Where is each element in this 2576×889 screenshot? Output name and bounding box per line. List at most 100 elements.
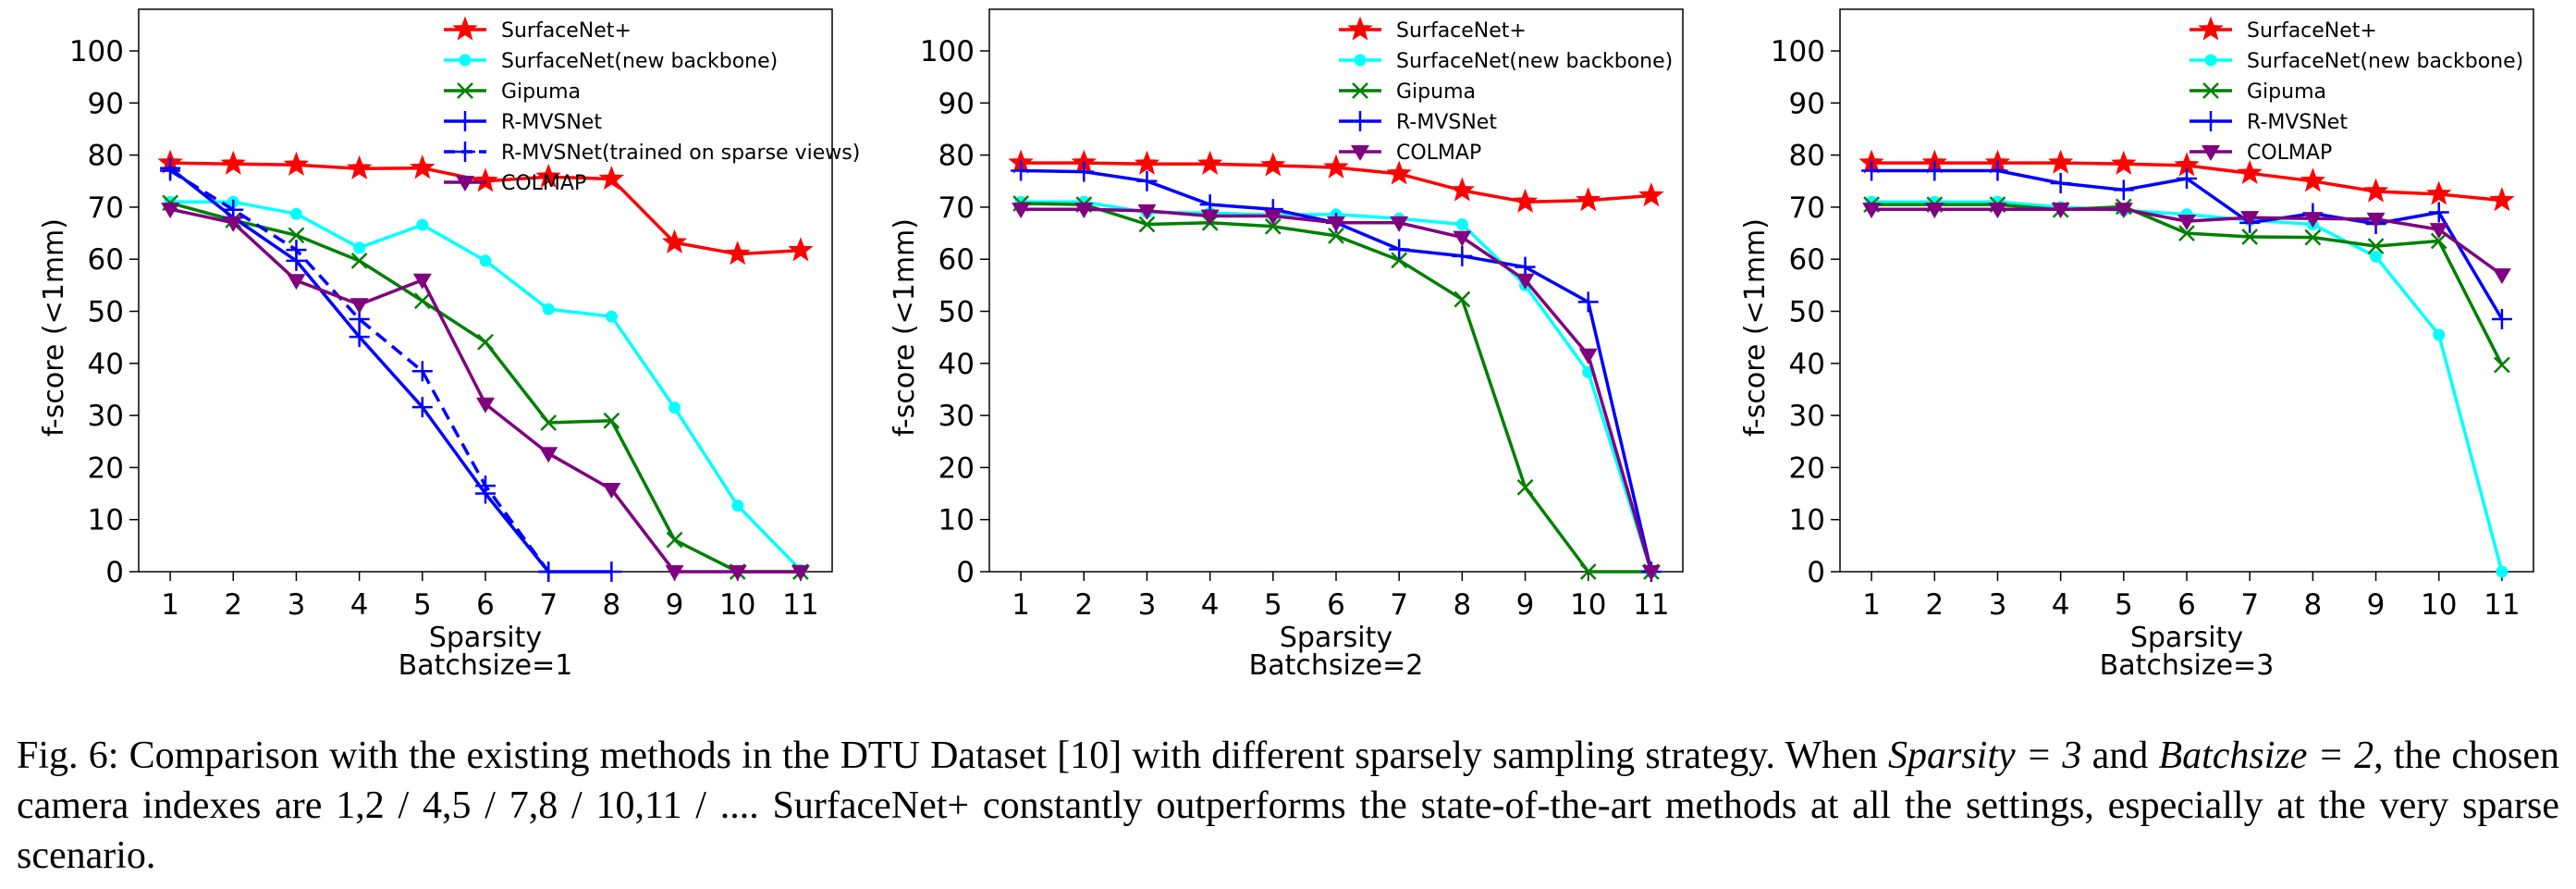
data-point	[665, 565, 684, 581]
data-point	[2111, 150, 2137, 175]
chart-subtitle: Batchsize=3	[2100, 649, 2275, 682]
data-point	[283, 151, 310, 176]
series-gipuma	[162, 194, 809, 580]
data-point	[289, 207, 302, 220]
data-point	[535, 163, 561, 188]
x-tick-label: 1	[161, 588, 179, 622]
chart-subtitle: Batchsize=2	[1249, 649, 1424, 682]
y-axis-label: f-score (<1mm)	[889, 218, 921, 437]
legend-label: Gipuma	[2247, 80, 2326, 104]
x-tick-label: 9	[2367, 588, 2386, 622]
data-point	[2240, 211, 2260, 228]
data-point	[731, 500, 744, 512]
y-tick-label: 10	[938, 504, 975, 537]
y-tick-label: 60	[88, 243, 124, 277]
y-tick-label: 60	[1789, 243, 1825, 277]
plot-frame	[1839, 8, 2534, 573]
data-point	[2237, 159, 2263, 185]
data-point	[1323, 154, 1349, 179]
chart-1: 0 10 20 30 40 50 60 70 80 90 100 1 2 3 4 5 6 7 8 9 10 11 Spars…	[38, 8, 860, 682]
data-point	[1455, 218, 1468, 231]
data-point	[472, 167, 498, 192]
y-axis-label: f-score (<1mm)	[38, 218, 70, 437]
series-colmap	[1012, 203, 1661, 581]
data-point	[1579, 563, 1597, 580]
y-tick-label: 50	[88, 296, 124, 329]
legend-label: Gipuma	[1396, 80, 1476, 104]
data-point	[1454, 290, 1471, 308]
y-tick-label: 20	[88, 451, 124, 485]
data-point	[1386, 160, 1412, 185]
x-tick-label: 5	[2115, 588, 2133, 622]
data-point	[1515, 273, 1535, 290]
data-point	[540, 414, 558, 431]
data-point	[346, 154, 373, 179]
x-tick-label: 4	[350, 588, 369, 622]
x-tick-label: 8	[1453, 588, 1471, 622]
data-point	[2113, 179, 2134, 201]
data-point	[1390, 216, 1409, 232]
chart-3: 0 10 20 30 40 50 60 70 80 90 100 1 2 3 4 5 6 7 8 9 10 11 Spars…	[1739, 8, 2534, 682]
x-tick-label: 10	[719, 588, 755, 622]
series-surfacenet-new-backbone-	[164, 195, 807, 576]
data-point	[605, 310, 618, 323]
data-point	[1578, 348, 1598, 364]
data-point	[598, 166, 625, 191]
data-point	[160, 160, 181, 181]
x-tick-label: 5	[413, 588, 432, 622]
legend-label: SurfaceNet+	[1396, 19, 1527, 43]
series-line	[169, 169, 550, 574]
x-axis-label: Sparsity	[429, 622, 542, 654]
legend-marker	[1352, 82, 1368, 99]
legend-label: R-MVSNet(trained on sparse views)	[501, 142, 860, 165]
data-point	[1449, 177, 1476, 202]
data-point	[1861, 160, 1883, 181]
data-point	[1264, 217, 1282, 235]
y-tick-label: 90	[938, 87, 975, 120]
legend-label: R-MVSNet	[501, 111, 602, 134]
legend-marker	[457, 82, 473, 99]
y-tick-label: 20	[938, 451, 975, 485]
data-point	[661, 228, 688, 253]
data-point	[350, 298, 369, 315]
data-point	[2433, 328, 2446, 341]
x-tick-label: 9	[666, 588, 684, 622]
data-point	[1512, 188, 1539, 213]
y-tick-label: 90	[88, 87, 124, 120]
x-tick-label: 2	[224, 588, 242, 622]
y-tick-label: 10	[1789, 504, 1825, 537]
y-tick-label: 30	[88, 400, 124, 433]
data-point	[1391, 252, 1408, 269]
x-tick-label: 4	[2052, 588, 2070, 622]
data-point	[286, 240, 307, 261]
data-point	[538, 562, 559, 582]
x-tick-label: 11	[782, 588, 818, 622]
legend-marker	[1354, 54, 1367, 67]
data-point	[288, 227, 305, 244]
data-point	[1576, 187, 1601, 212]
y-tick-label: 80	[88, 140, 124, 173]
data-point	[1196, 150, 1223, 175]
data-point	[410, 154, 435, 179]
y-tick-label: 100	[920, 35, 975, 68]
data-point	[1328, 228, 1344, 244]
data-point	[2050, 173, 2071, 194]
data-point	[2367, 238, 2385, 255]
x-tick-label: 7	[539, 588, 558, 622]
caption-math-sparsity: Sparsity = 3	[1887, 735, 2082, 777]
x-tick-label: 4	[1201, 588, 1220, 622]
x-tick-label: 3	[288, 588, 306, 622]
y-axis-label: f-score (<1mm)	[1739, 218, 1772, 437]
data-point	[1134, 150, 1160, 175]
x-tick-label: 3	[1989, 588, 2007, 622]
y-tick-label: 90	[1789, 87, 1825, 120]
data-point	[1988, 203, 2007, 219]
data-point	[669, 401, 681, 414]
data-point	[411, 397, 433, 418]
data-point	[1138, 216, 1156, 233]
data-point	[1389, 239, 1410, 260]
series-line	[1021, 207, 1653, 573]
data-point	[2303, 212, 2323, 228]
data-point	[2491, 308, 2512, 329]
data-point	[1577, 291, 1599, 313]
